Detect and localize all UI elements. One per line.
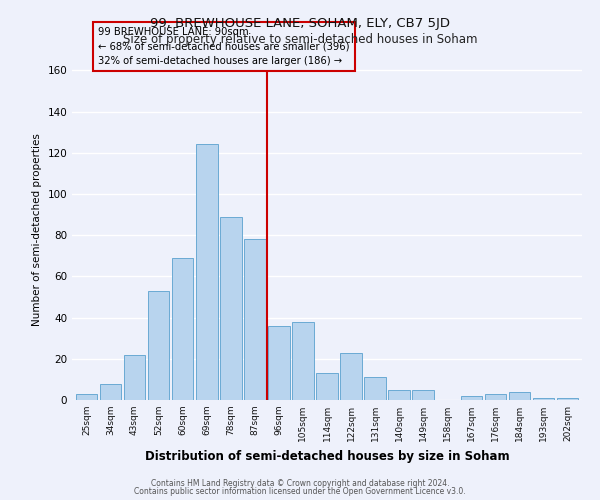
Bar bbox=[557, 398, 578, 400]
Bar bbox=[316, 373, 338, 400]
Text: Contains HM Land Registry data © Crown copyright and database right 2024.: Contains HM Land Registry data © Crown c… bbox=[151, 479, 449, 488]
Bar bbox=[485, 394, 506, 400]
Bar bbox=[268, 326, 290, 400]
Bar bbox=[461, 396, 482, 400]
Bar bbox=[509, 392, 530, 400]
Text: 99, BREWHOUSE LANE, SOHAM, ELY, CB7 5JD: 99, BREWHOUSE LANE, SOHAM, ELY, CB7 5JD bbox=[150, 18, 450, 30]
Y-axis label: Number of semi-detached properties: Number of semi-detached properties bbox=[32, 134, 42, 326]
Bar bbox=[124, 354, 145, 400]
Bar bbox=[244, 240, 266, 400]
Bar bbox=[533, 398, 554, 400]
Bar bbox=[220, 216, 242, 400]
Text: Size of property relative to semi-detached houses in Soham: Size of property relative to semi-detach… bbox=[123, 32, 477, 46]
Bar bbox=[388, 390, 410, 400]
Text: 99 BREWHOUSE LANE: 90sqm
← 68% of semi-detached houses are smaller (396)
32% of : 99 BREWHOUSE LANE: 90sqm ← 68% of semi-d… bbox=[98, 26, 350, 66]
Bar bbox=[148, 291, 169, 400]
Bar bbox=[412, 390, 434, 400]
Bar bbox=[100, 384, 121, 400]
X-axis label: Distribution of semi-detached houses by size in Soham: Distribution of semi-detached houses by … bbox=[145, 450, 509, 462]
Bar bbox=[292, 322, 314, 400]
Bar bbox=[76, 394, 97, 400]
Text: Contains public sector information licensed under the Open Government Licence v3: Contains public sector information licen… bbox=[134, 487, 466, 496]
Bar bbox=[364, 378, 386, 400]
Bar bbox=[172, 258, 193, 400]
Bar bbox=[340, 352, 362, 400]
Bar bbox=[196, 144, 218, 400]
